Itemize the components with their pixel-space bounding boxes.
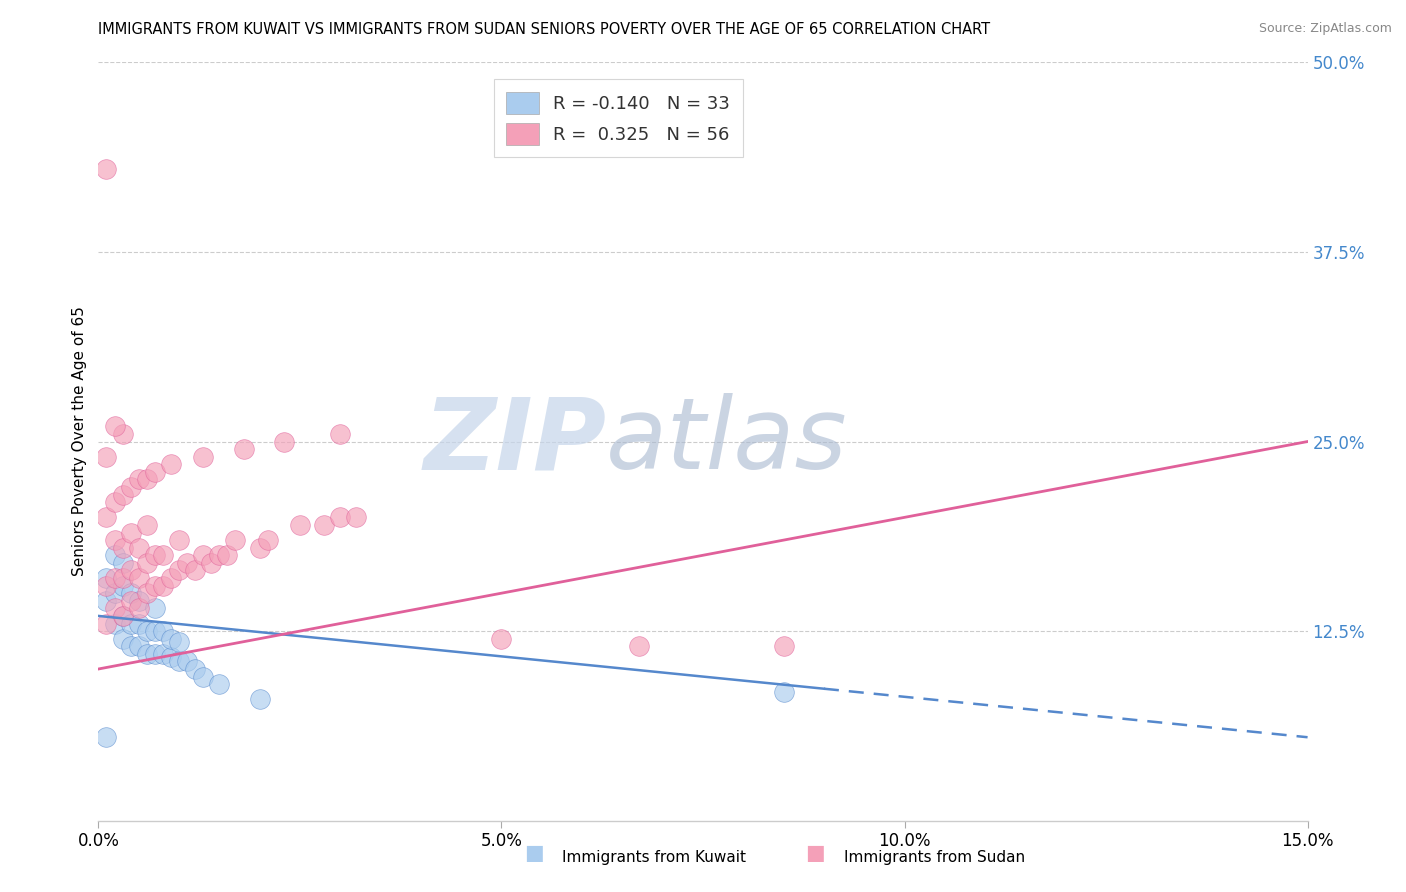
Point [491,632,513,646]
Point [103,616,125,631]
Point [111,632,134,646]
Point [103,548,125,563]
Point [128,473,150,487]
Point [627,639,650,653]
Point [176,556,198,570]
Point [193,548,215,563]
Point [200,556,222,570]
Point [232,442,254,457]
Point [120,564,142,578]
Text: ■: ■ [806,843,825,863]
Point [143,548,166,563]
Point [167,564,190,578]
Point [111,579,134,593]
Point [111,427,134,442]
Point [217,548,239,563]
Point [103,533,125,548]
Point [143,579,166,593]
Point [143,601,166,615]
Point [135,624,157,639]
Point [96,730,118,744]
Text: Immigrants from Kuwait: Immigrants from Kuwait [562,850,747,865]
Point [103,571,125,585]
Point [128,541,150,555]
Text: ZIP: ZIP [423,393,606,490]
Point [111,608,134,623]
Point [160,649,183,664]
Point [96,450,118,464]
Point [184,662,207,676]
Point [224,533,246,548]
Point [167,533,190,548]
Point [103,419,125,434]
Text: IMMIGRANTS FROM KUWAIT VS IMMIGRANTS FROM SUDAN SENIORS POVERTY OVER THE AGE OF : IMMIGRANTS FROM KUWAIT VS IMMIGRANTS FRO… [98,22,991,37]
Point [152,647,174,661]
Point [184,564,207,578]
Point [135,586,157,600]
Point [103,586,125,600]
Point [111,556,134,570]
Point [329,510,352,524]
Point [160,458,183,472]
Point [249,692,271,706]
Point [128,601,150,615]
Point [273,434,295,449]
Point [208,677,231,691]
Point [128,571,150,585]
Point [152,624,174,639]
Point [167,634,190,648]
Point [176,655,198,669]
Point [111,487,134,501]
Point [160,632,183,646]
Y-axis label: Seniors Poverty Over the Age of 65: Seniors Poverty Over the Age of 65 [72,307,87,576]
Point [120,639,142,653]
Point [120,616,142,631]
Point [96,510,118,524]
Point [249,541,271,555]
Point [314,517,336,532]
Point [772,639,794,653]
Text: Source: ZipAtlas.com: Source: ZipAtlas.com [1258,22,1392,36]
Point [103,601,125,615]
Point [160,571,183,585]
Point [111,608,134,623]
Point [120,586,142,600]
Point [128,616,150,631]
Point [329,427,352,442]
Point [135,517,157,532]
Point [288,517,311,532]
Point [96,579,118,593]
Point [128,639,150,653]
Point [135,473,157,487]
Point [193,450,215,464]
Text: Immigrants from Sudan: Immigrants from Sudan [844,850,1025,865]
Point [96,161,118,176]
Point [96,616,118,631]
Point [128,594,150,608]
Point [193,669,215,683]
Point [772,685,794,699]
Point [256,533,278,548]
Point [344,510,367,524]
Point [96,571,118,585]
Point [135,647,157,661]
Legend: R = -0.140   N = 33, R =  0.325   N = 56: R = -0.140 N = 33, R = 0.325 N = 56 [494,79,742,157]
Point [120,594,142,608]
Point [152,579,174,593]
Text: atlas: atlas [606,393,848,490]
Point [96,594,118,608]
Point [103,495,125,509]
Point [135,556,157,570]
Point [143,647,166,661]
Point [208,548,231,563]
Point [111,541,134,555]
Point [120,480,142,494]
Point [120,525,142,540]
Point [143,624,166,639]
Text: ■: ■ [524,843,544,863]
Point [111,571,134,585]
Point [152,548,174,563]
Point [167,655,190,669]
Point [143,465,166,479]
